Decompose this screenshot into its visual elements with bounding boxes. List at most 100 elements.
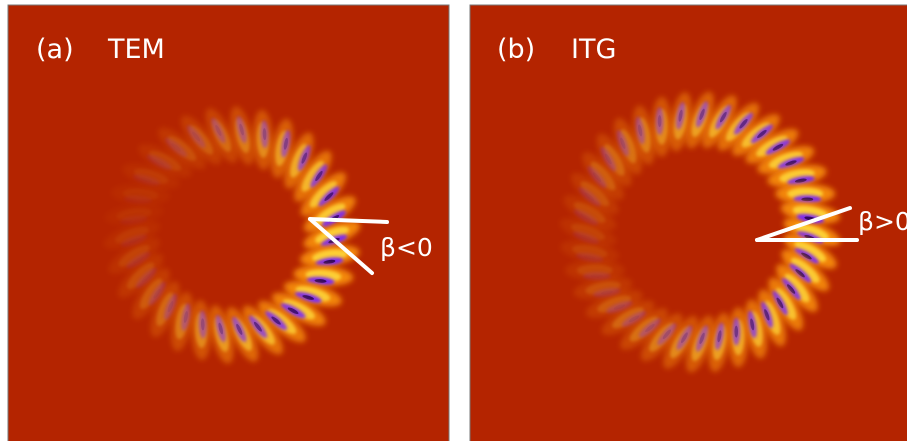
stripe [613,304,626,310]
stripe [114,226,150,244]
stripe [324,192,334,201]
stripe [786,284,796,294]
stripe [747,310,757,339]
stripe [628,315,640,323]
stripe [784,273,810,303]
angle-line [755,206,852,242]
stripe [271,316,281,325]
stripe [612,307,644,329]
stripe [248,315,268,339]
stripe [123,195,152,204]
stripe [309,181,337,208]
stripe [794,178,807,183]
stripe [768,151,803,169]
angle-annotation: β<0 [380,233,433,262]
stripe [215,125,222,136]
stripe [236,323,243,335]
stripe [582,271,611,280]
stripe [655,107,664,136]
stripe [573,202,606,223]
stripe [148,281,166,306]
stripe [719,111,727,123]
stripe [794,223,830,241]
stripe [315,170,323,182]
stripe [699,332,705,345]
stripe [314,226,350,244]
panel-label: (a) [36,34,74,65]
stripe [165,137,188,157]
stripe [801,252,812,260]
stripe [302,295,314,300]
stripe [297,144,311,172]
stripe [573,209,599,225]
stripe [283,137,288,150]
stripe [776,297,784,309]
stripe [186,125,206,148]
stripe [570,223,606,241]
mode-structure-b [559,91,841,373]
stripe [620,137,626,149]
angle-annotation: β>0 [858,207,907,236]
stripe [794,241,827,262]
stripe [635,116,645,145]
panel-label: (b) [497,34,535,65]
stripe [604,153,612,165]
stripe [717,330,722,343]
stripe [733,112,754,135]
stripe [606,300,633,314]
stripe [785,160,797,166]
stripe [119,215,148,225]
stripe [211,117,226,144]
stripe [215,314,226,343]
stripe [232,316,247,343]
stripe [657,323,677,346]
stripe [287,307,299,315]
stripe [676,325,693,350]
stripe [732,317,741,346]
stripe [772,143,784,151]
stripe [181,303,191,331]
stripe [282,299,316,320]
stripe [678,109,683,122]
stripe [662,329,671,339]
stripe [192,131,201,142]
stripe [133,168,169,184]
panel-title: ITG [571,34,616,65]
stripe [127,262,155,289]
stripe [218,322,223,335]
stripe [587,166,607,189]
stripe [775,288,797,320]
stripe [164,293,177,320]
stripe [600,146,617,172]
stripe [118,244,150,267]
stripe [603,144,625,176]
stripe [734,325,739,338]
stripe [239,123,244,136]
stripe [681,332,688,343]
stripe [135,267,157,289]
angle-line [308,217,374,275]
stripe [590,161,616,191]
stripe [580,181,610,207]
stripe [153,288,161,299]
stripe [756,135,788,157]
stripe [638,318,661,338]
panel-title: TEM [107,34,165,65]
stripe [657,115,662,128]
stripe [695,325,709,352]
stripe [200,318,205,331]
stripe [253,321,262,332]
stripe [126,251,151,269]
angle-lines-a [308,217,389,275]
stripe [183,311,188,323]
stripe [323,259,336,264]
stripe [739,119,748,129]
stripe [699,108,705,121]
stripe [146,154,172,170]
stripe [167,301,174,313]
stripe [695,101,709,128]
stripe [714,322,725,351]
stripe [281,129,291,158]
stripe [301,160,325,192]
stripe [795,269,805,278]
